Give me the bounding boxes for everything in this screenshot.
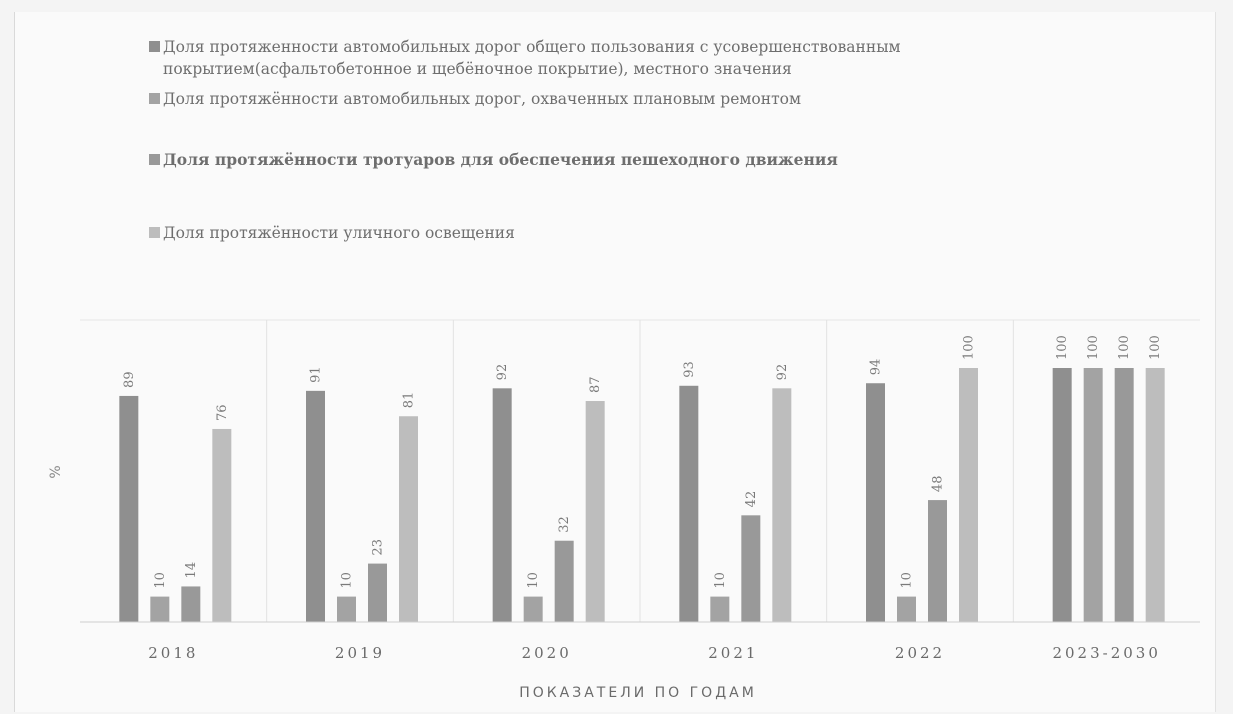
x-tick-label-2019: 2019	[335, 644, 385, 662]
x-tick-label-2021: 2021	[708, 644, 758, 662]
bar-series-2-2018	[150, 596, 170, 622]
legend-item-series-2: Доля протяжённости автомобильных дорог, …	[149, 88, 801, 110]
bar-series-4-2021	[772, 388, 792, 622]
legend-swatch-series-4	[149, 227, 160, 238]
bar-series-2-2023-2030	[1083, 368, 1103, 622]
data-label-series-3-2023-2030: 100	[1117, 335, 1132, 360]
data-label-series-4-2021: 92	[775, 364, 790, 381]
bar-series-1-2020	[492, 388, 512, 622]
data-label-series-2-2020: 10	[526, 572, 541, 589]
legend-swatch-series-1	[149, 41, 160, 52]
bar-series-4-2022	[959, 368, 978, 622]
bar-series-3-2018	[181, 586, 201, 622]
bar-series-4-2019	[399, 416, 418, 622]
bars	[119, 368, 1165, 622]
data-label-series-3-2021: 42	[744, 491, 759, 508]
data-label-series-4-2022: 100	[962, 335, 977, 360]
x-axis-title: ПОКАЗАТЕЛИ ПО ГОДАМ	[519, 685, 757, 701]
data-label-series-1-2021: 93	[682, 361, 697, 378]
legend-item-series-3: Доля протяжённости тротуаров для обеспеч…	[149, 149, 838, 171]
data-label-series-4-2019: 81	[402, 392, 417, 409]
bar-series-2-2022	[897, 596, 916, 622]
category-dividers	[80, 319, 1200, 622]
bar-series-4-2018	[212, 428, 232, 622]
bar-series-3-2019	[368, 563, 387, 622]
data-label-series-4-2023-2030: 100	[1148, 335, 1163, 360]
legend-item-series-1: Доля протяженности автомобильных дорог о…	[149, 36, 1123, 80]
data-label-series-4-2018: 76	[215, 404, 230, 421]
data-label-series-1-2022: 94	[869, 359, 884, 376]
bar-series-3-2022	[928, 500, 947, 622]
data-label-series-1-2019: 91	[309, 366, 324, 383]
bar-series-1-2023-2030	[1052, 368, 1072, 622]
legend-label-series-2: Доля протяжённости автомобильных дорог, …	[163, 90, 802, 108]
data-label-series-1-2023-2030: 100	[1055, 335, 1070, 360]
legend-item-series-4: Доля протяжённости уличного освещения	[149, 222, 515, 244]
x-tick-label-2020: 2020	[522, 644, 572, 662]
y-axis-title: %	[48, 465, 64, 478]
data-label-series-3-2022: 48	[931, 476, 946, 493]
data-label-series-3-2020: 32	[557, 516, 572, 533]
bar-series-4-2023-2030	[1145, 368, 1165, 622]
data-labels: 89 10 14 76 91 10 23 81 92 10 32 87 93 10 42 92 94 10 48 10…	[122, 335, 1163, 588]
data-label-series-1-2020: 92	[495, 364, 510, 381]
data-label-series-2-2018: 10	[153, 572, 168, 589]
data-label-series-3-2018: 14	[184, 562, 199, 579]
x-tick-label-2023-2030: 2023-2030	[1052, 644, 1160, 662]
bar-series-4-2020	[585, 401, 605, 622]
legend-swatch-series-2	[149, 93, 160, 104]
data-label-series-4-2020: 87	[588, 376, 603, 393]
bar-series-2-2019	[337, 596, 356, 622]
bar-series-2-2020	[523, 596, 543, 622]
bar-series-3-2021	[741, 515, 761, 622]
bar-series-3-2023-2030	[1114, 368, 1134, 622]
x-axis-tick-labels: 2018 2019 2020 2021 2022 2023-2030	[148, 644, 1160, 662]
data-label-series-2-2021: 10	[713, 572, 728, 589]
bar-series-1-2018	[119, 395, 139, 622]
data-label-series-2-2022: 10	[900, 572, 915, 589]
data-label-series-3-2019: 23	[371, 539, 386, 556]
legend-label-series-4: Доля протяжённости уличного освещения	[163, 224, 515, 242]
bar-series-1-2021	[679, 385, 699, 622]
legend-label-series-1: Доля протяженности автомобильных дорог о…	[163, 38, 901, 78]
data-label-series-2-2019: 10	[340, 572, 355, 589]
bar-series-3-2020	[554, 540, 574, 622]
data-label-series-1-2018: 89	[122, 371, 137, 388]
x-tick-label-2022: 2022	[895, 644, 945, 662]
bar-series-1-2019	[306, 390, 325, 622]
bar-series-2-2021	[710, 596, 730, 622]
x-tick-label-2018: 2018	[148, 644, 198, 662]
data-label-series-2-2023-2030: 100	[1086, 335, 1101, 360]
legend-label-series-3: Доля протяжённости тротуаров для обеспеч…	[163, 150, 838, 169]
bar-series-1-2022	[866, 383, 885, 622]
legend-swatch-series-3	[149, 154, 160, 165]
